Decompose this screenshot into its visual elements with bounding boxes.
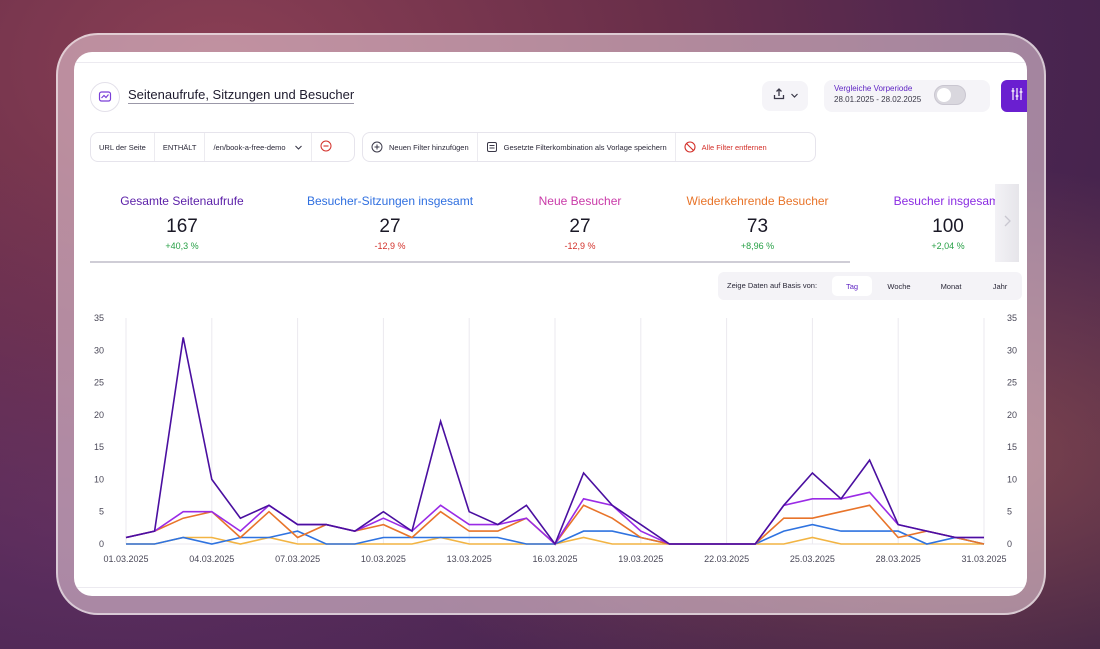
y-tick-label-left: 15 — [94, 442, 104, 452]
x-tick-label: 04.03.2025 — [189, 554, 234, 564]
kpi-label: Gesamte Seitenaufrufe — [120, 194, 244, 208]
y-tick-label-left: 20 — [94, 410, 104, 420]
remove-all-filters-button[interactable]: Alle Filter entfernen — [676, 133, 775, 161]
kpi-delta: +2,04 % — [931, 241, 965, 251]
y-tick-label-right: 20 — [1007, 410, 1017, 420]
remove-filter-button[interactable] — [312, 133, 340, 161]
x-tick-label: 10.03.2025 — [361, 554, 406, 564]
y-tick-label-left: 0 — [99, 539, 104, 549]
sliders-icon — [1009, 86, 1025, 107]
x-tick-label: 28.03.2025 — [876, 554, 921, 564]
kpi-value: 167 — [166, 216, 198, 237]
y-tick-label-left: 35 — [94, 313, 104, 323]
period-label: Zeige Daten auf Basis von: — [727, 281, 818, 290]
x-tick-label: 31.03.2025 — [961, 554, 1006, 564]
filter-operator[interactable]: ENTHÄLT — [155, 133, 206, 161]
kpi-value: 27 — [379, 216, 401, 237]
plus-circle-icon — [371, 141, 383, 153]
compare-toggle[interactable] — [934, 85, 966, 105]
kpi-delta: -12,9 % — [374, 241, 406, 251]
kpi-value: 73 — [746, 216, 769, 237]
chevron-right-icon — [1003, 214, 1012, 233]
minus-circle-icon — [320, 140, 332, 154]
x-tick-label: 16.03.2025 — [532, 554, 577, 564]
x-tick-label: 19.03.2025 — [618, 554, 663, 564]
kpi-returning-visitors[interactable]: Wiederkehrende Besucher 73 +8,96 % — [685, 194, 830, 251]
kpi-delta: -12,9 % — [564, 241, 596, 251]
analytics-panel: Seitenaufrufe, Sitzungen und Besucher Ve… — [74, 52, 1027, 596]
kpi-new-visitors[interactable]: Neue Besucher 27 -12,9 % — [520, 194, 640, 251]
chevron-down-icon — [294, 143, 303, 152]
kpi-label: Besucher-Sitzungen insgesamt — [306, 194, 474, 208]
kpi-value: 100 — [932, 216, 964, 237]
filter-value: /en/book-a-free-demo — [213, 142, 286, 152]
chevron-down-icon — [790, 87, 799, 105]
add-filter-label: Neuen Filter hinzufügen — [389, 142, 469, 152]
save-icon — [486, 141, 498, 153]
y-tick-label-left: 5 — [99, 507, 104, 517]
kpi-underline — [90, 261, 850, 263]
kpi-row: Gesamte Seitenaufrufe 167 +40,3 % Besuch… — [90, 184, 1022, 264]
y-tick-label-right: 10 — [1007, 474, 1017, 484]
y-tick-label-right: 25 — [1007, 378, 1017, 388]
compare-label: Vergleiche Vorperiode — [834, 84, 913, 93]
compare-range: 28.01.2025 - 28.02.2025 — [834, 95, 922, 104]
save-template-label: Gesetzte Filterkombination als Vorlage s… — [503, 142, 667, 152]
filter-actions: Neuen Filter hinzufügen Gesetzte Filterk… — [362, 132, 816, 162]
kpi-sessions[interactable]: Besucher-Sitzungen insgesamt 27 -12,9 % — [305, 194, 475, 251]
period-option-year[interactable]: Jahr — [992, 281, 1008, 291]
x-tick-label: 01.03.2025 — [103, 554, 148, 564]
settings-button[interactable] — [1001, 80, 1027, 112]
x-tick-label: 07.03.2025 — [275, 554, 320, 564]
panel-header: Seitenaufrufe, Sitzungen und Besucher Ve… — [90, 80, 1027, 114]
compare-previous-period: Vergleiche Vorperiode 28.01.2025 - 28.02… — [824, 80, 990, 112]
divider — [74, 62, 1027, 63]
y-tick-label-right: 15 — [1007, 442, 1017, 452]
x-tick-label: 25.03.2025 — [790, 554, 835, 564]
prohibited-icon — [684, 141, 696, 153]
kpi-next-button[interactable] — [995, 184, 1019, 262]
export-button[interactable] — [762, 81, 808, 111]
period-option-day[interactable]: Tag — [832, 276, 872, 296]
series-line-gesamte-seitenaufrufe — [125, 337, 984, 546]
x-tick-label: 13.03.2025 — [447, 554, 492, 564]
y-tick-label-left: 25 — [94, 378, 104, 388]
filter-field[interactable]: URL der Seite — [91, 133, 155, 161]
y-tick-label-right: 30 — [1007, 345, 1017, 355]
save-template-button[interactable]: Gesetzte Filterkombination als Vorlage s… — [478, 133, 676, 161]
remove-all-label: Alle Filter entfernen — [701, 142, 767, 152]
y-tick-label-right: 0 — [1007, 539, 1012, 549]
kpi-delta: +8,96 % — [740, 241, 775, 251]
period-option-month[interactable]: Monat — [940, 281, 962, 291]
kpi-label: Besucher insgesamt — [893, 194, 1003, 208]
line-chart: 0 0 5 5 10 10 15 15 20 20 25 25 30 30 35 35 01.03.2025 04… — [94, 313, 1017, 564]
kpi-label: Wiederkehrende Besucher — [686, 194, 829, 208]
y-tick-label-left: 10 — [94, 474, 104, 484]
y-tick-label-right: 5 — [1007, 507, 1012, 517]
page-title: Seitenaufrufe, Sitzungen und Besucher — [128, 87, 355, 104]
active-filter: URL der Seite ENTHÄLT /en/book-a-free-de… — [90, 132, 355, 162]
kpi-total-visitors[interactable]: Besucher insgesamt 100 +2,04 % — [890, 194, 1006, 251]
kpi-label: Neue Besucher — [538, 194, 622, 208]
y-tick-label-right: 35 — [1007, 313, 1017, 323]
chart-icon[interactable] — [90, 82, 120, 112]
filter-value-select[interactable]: /en/book-a-free-demo — [205, 133, 312, 161]
add-filter-button[interactable]: Neuen Filter hinzufügen — [363, 133, 478, 161]
y-tick-label-left: 30 — [94, 345, 104, 355]
kpi-delta: +40,3 % — [165, 241, 199, 251]
toggle-knob — [937, 88, 951, 102]
divider — [74, 587, 1027, 588]
export-icon — [772, 87, 786, 106]
period-selector: Zeige Daten auf Basis von: Tag Woche Mon… — [718, 272, 1022, 300]
period-option-week[interactable]: Woche — [887, 281, 911, 291]
kpi-value: 27 — [569, 216, 591, 237]
kpi-page-views[interactable]: Gesamte Seitenaufrufe 167 +40,3 % — [112, 194, 252, 251]
x-tick-label: 22.03.2025 — [704, 554, 749, 564]
